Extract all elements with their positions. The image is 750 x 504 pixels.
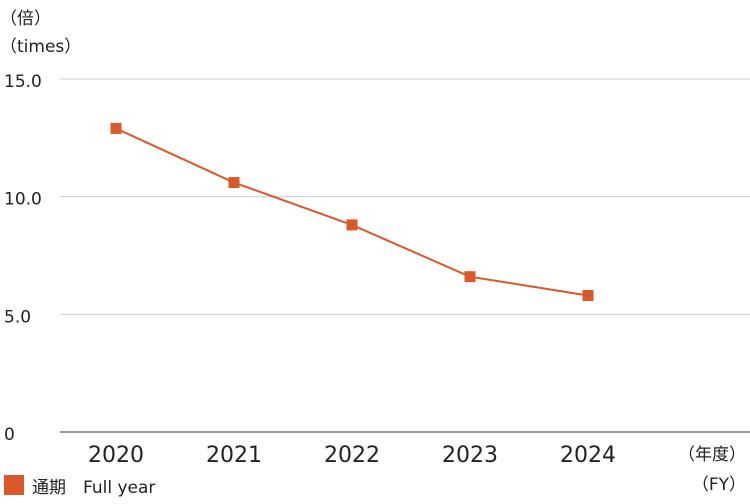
data-point xyxy=(110,122,122,134)
y-axis-label: （倍） xyxy=(0,9,51,29)
y-tick-label: 15.0 xyxy=(4,72,42,92)
y-tick-label: 10.0 xyxy=(4,190,42,210)
y-tick-label: 5.0 xyxy=(4,307,31,327)
data-point xyxy=(582,290,594,302)
legend-swatch xyxy=(4,475,24,495)
grid-layer xyxy=(60,78,750,315)
y-tick-label: 0 xyxy=(4,425,15,445)
x-tick-label: 2024 xyxy=(560,443,616,468)
data-point xyxy=(228,177,240,189)
label-layer: 15.0 10.0 5.0 0 2020 2021 2022 2023 2024 （倍） （time… xyxy=(0,9,746,495)
series-layer xyxy=(110,122,594,302)
x-tick-label: 2021 xyxy=(206,443,262,468)
x-tick-label: 2022 xyxy=(324,443,380,468)
x-axis-label: （FY） xyxy=(692,475,746,495)
series-line xyxy=(115,127,589,297)
x-tick-label: 2023 xyxy=(442,443,498,468)
y-axis-label: （times） xyxy=(0,37,81,57)
data-point xyxy=(346,219,358,231)
x-axis-label: （年度） xyxy=(678,445,746,465)
legend: 通期 Full year xyxy=(4,474,156,498)
data-point xyxy=(464,271,476,283)
legend-label: 通期 Full year xyxy=(32,477,156,498)
x-tick-label: 2020 xyxy=(88,443,144,468)
